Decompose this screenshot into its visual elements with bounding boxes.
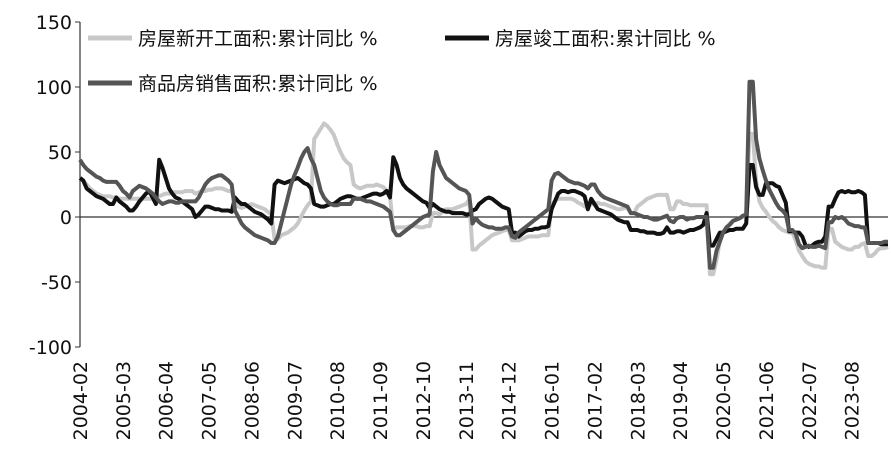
x-tick-label: 2022-07 [799,361,821,440]
x-tick-label: 2004-02 [70,361,92,440]
x-tick-label: 2017-02 [584,361,606,440]
x-tick-label: 2020-05 [713,361,735,440]
x-tick-label: 2023-08 [842,361,864,440]
series-line [78,79,888,270]
y-tick-label: 100 [36,77,72,99]
y-tick-label: 50 [48,142,72,164]
x-tick-label: 2005-03 [113,361,135,440]
x-tick-label: 2021-06 [756,361,778,440]
series-line [78,155,888,249]
legend-label: 商品房销售面积:累计同比 % [138,73,378,95]
y-tick-label: 150 [36,12,72,34]
y-tick-label: 0 [60,207,72,229]
x-tick-label: 2010-08 [327,361,349,440]
legend-label: 房屋竣工面积:累计同比 % [495,28,716,50]
x-tick-label: 2016-01 [542,361,564,440]
legend-label: 房屋新开工面积:累计同比 % [138,28,378,50]
y-tick-label: -100 [29,337,72,359]
x-tick-label: 2019-04 [670,361,692,440]
x-tick-label: 2007-05 [199,361,221,440]
x-tick-label: 2014-12 [499,361,521,440]
y-tick-label: -50 [41,272,72,294]
x-tick-label: 2011-09 [370,361,392,440]
x-tick-label: 2018-03 [627,361,649,440]
x-tick-label: 2008-06 [241,361,263,440]
x-tick-label: 2006-04 [156,361,178,440]
series-line [78,121,889,277]
x-tick-label: 2013-11 [456,361,478,440]
x-tick-label: 2009-07 [284,361,306,440]
x-tick-label: 2012-10 [413,361,435,440]
